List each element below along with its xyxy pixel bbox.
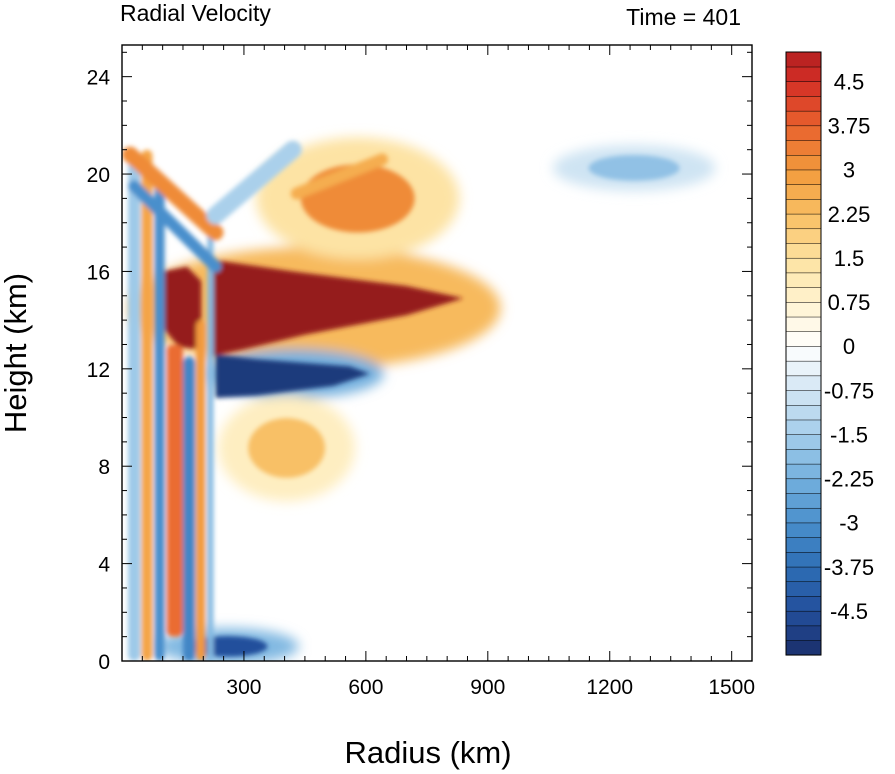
colorbar-swatch — [785, 463, 822, 480]
axes: 300 600 900 1200 1500 0 4 8 12 16 20 24 — [87, 45, 755, 699]
colorbar-swatch — [785, 213, 822, 230]
colorbar-swatch — [785, 272, 822, 288]
field-slanted-band — [206, 140, 302, 225]
colorbar-swatch — [785, 331, 822, 347]
field-feature-far-upper-inflow — [588, 155, 680, 181]
colorbar-swatch — [785, 345, 822, 362]
colorbar-swatch — [785, 448, 822, 465]
colorbar-label: 2.25 — [828, 202, 871, 227]
field-eyewall-band — [166, 344, 183, 637]
chart-title-left: Radial Velocity — [120, 0, 271, 26]
colorbar-swatch — [785, 551, 822, 568]
colorbar-swatch — [785, 434, 822, 450]
colorbar-swatch — [785, 198, 822, 215]
colorbar-label: -3.75 — [824, 555, 874, 580]
field-eyewall-band — [154, 174, 165, 661]
x-tick-label: 600 — [348, 676, 383, 699]
field-eyewall-band — [195, 320, 206, 661]
colorbar-swatch — [785, 419, 822, 435]
y-tick-label: 20 — [87, 164, 110, 187]
colorbar-swatch — [785, 51, 822, 68]
colorbar-label: 0.75 — [828, 290, 871, 315]
colorbar-swatch — [785, 66, 822, 82]
colorbar-label: -0.75 — [824, 378, 874, 403]
colorbar-swatch — [785, 316, 822, 332]
field-feature-inflow-below-outflow — [215, 354, 370, 399]
y-tick-label: 16 — [87, 261, 110, 284]
field-slanted-band — [122, 146, 224, 241]
colorbar-label: 1.5 — [834, 246, 865, 271]
colorbar-swatch — [785, 522, 822, 538]
colorbar-swatch — [785, 625, 822, 641]
colorbar-swatch — [785, 81, 822, 97]
colorbar-swatch — [785, 154, 822, 171]
colorbar-swatch — [785, 287, 822, 303]
y-tick-label: 8 — [98, 456, 110, 479]
colorbar-swatch — [785, 492, 822, 509]
colorbar-label: 3 — [843, 158, 855, 183]
field-core-layer — [122, 140, 680, 661]
plot-frame — [121, 44, 753, 662]
plot-area — [122, 45, 752, 661]
colorbar-swatch — [785, 242, 822, 259]
colorbar-label: 0 — [843, 334, 855, 359]
x-tick-label: 1500 — [708, 676, 755, 699]
field-slanted-band — [128, 180, 222, 273]
colorbar-label: -2.25 — [824, 467, 874, 492]
colorbar-label: -3 — [839, 511, 859, 536]
colorbar-swatch — [785, 184, 822, 200]
colorbar-swatch — [785, 566, 822, 583]
colorbar-swatch — [785, 301, 822, 318]
velocity-field — [122, 137, 716, 661]
colorbar-swatch — [785, 139, 822, 156]
field-eyewall-band — [141, 149, 153, 661]
colorbar-swatch — [785, 537, 822, 553]
y-axis-label: Height (km) — [0, 273, 33, 433]
colorbar-label: -1.5 — [830, 422, 868, 447]
colorbar-swatch — [785, 507, 822, 524]
chart-title-right: Time = 401 — [626, 4, 741, 30]
x-tick-label: 300 — [226, 676, 261, 699]
colorbar-swatch — [785, 404, 822, 421]
colorbar-frame — [785, 51, 822, 656]
colorbar-swatch — [785, 478, 822, 494]
colorbar-swatch — [785, 95, 822, 112]
field-feature-inner-outflow — [162, 266, 202, 350]
field-eyewall-band — [182, 356, 196, 661]
colorbar-swatch — [785, 169, 822, 185]
colorbar: 4.5 3.75 3 2.25 1.5 0.75 0 -0.75 -1.5 -2.25 -3 -3.7… — [785, 51, 874, 656]
colorbar-swatch — [785, 125, 822, 141]
colorbar-swatch — [785, 595, 822, 612]
colorbar-label: 4.5 — [834, 69, 865, 94]
colorbar-swatch — [785, 257, 822, 274]
colorbar-swatch — [785, 640, 822, 656]
x-tick-label: 1200 — [586, 676, 633, 699]
field-eyewall-band — [128, 154, 141, 661]
x-tick-label: 900 — [470, 676, 505, 699]
y-tick-label: 12 — [87, 359, 110, 382]
field-slanted-band — [290, 153, 389, 200]
colorbar-swatch — [785, 375, 822, 391]
colorbar-swatch — [785, 110, 822, 127]
y-tick-label: 0 — [98, 651, 110, 674]
y-tick-label: 4 — [98, 554, 110, 577]
colorbar-swatch — [785, 228, 822, 244]
colorbar-label: -4.5 — [830, 599, 868, 624]
y-tick-label: 24 — [87, 67, 111, 90]
field-feature-upper-outflow-jet — [209, 259, 464, 357]
field-feature-mid-level-outflow — [248, 418, 326, 478]
colorbar-swatch — [785, 581, 822, 597]
colorbar-swatch — [785, 610, 822, 627]
colorbar-swatch — [785, 360, 822, 377]
field-eyewall-band — [207, 222, 214, 661]
colorbar-label: 3.75 — [828, 114, 871, 139]
x-axis-label: Radius (km) — [344, 735, 511, 770]
colorbar-swatch — [785, 390, 822, 406]
